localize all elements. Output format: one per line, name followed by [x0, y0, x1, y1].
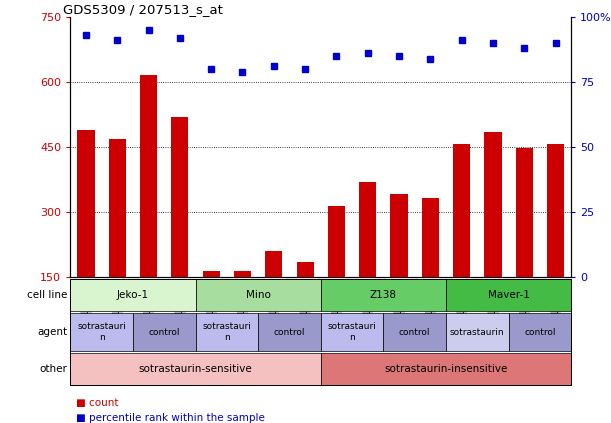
- Text: sotrastaurin-sensitive: sotrastaurin-sensitive: [139, 364, 252, 374]
- Text: sotrastauri
n: sotrastauri n: [327, 322, 376, 342]
- Text: control: control: [524, 327, 556, 337]
- Bar: [140, 75, 157, 277]
- Bar: [547, 144, 564, 277]
- Text: Mino: Mino: [246, 290, 271, 300]
- Text: Jeko-1: Jeko-1: [117, 290, 149, 300]
- Text: other: other: [39, 364, 67, 374]
- Bar: [390, 194, 408, 277]
- Text: Maver-1: Maver-1: [488, 290, 530, 300]
- Text: sotrastaurin: sotrastaurin: [450, 327, 505, 337]
- Text: control: control: [274, 327, 306, 337]
- Text: sotrastauri
n: sotrastauri n: [77, 322, 126, 342]
- Bar: [203, 272, 220, 277]
- Bar: [78, 130, 95, 277]
- Bar: [109, 139, 126, 277]
- Text: ▶: ▶: [73, 365, 80, 374]
- Bar: [516, 148, 533, 277]
- Text: control: control: [148, 327, 180, 337]
- Text: control: control: [399, 327, 431, 337]
- Text: ▶: ▶: [73, 291, 80, 299]
- Bar: [296, 262, 313, 277]
- Bar: [422, 198, 439, 277]
- Text: Z138: Z138: [370, 290, 397, 300]
- Text: agent: agent: [37, 327, 67, 337]
- Text: ■ percentile rank within the sample: ■ percentile rank within the sample: [76, 412, 265, 423]
- Bar: [359, 182, 376, 277]
- Bar: [171, 117, 188, 277]
- Text: cell line: cell line: [27, 290, 67, 300]
- Bar: [485, 132, 502, 277]
- Text: ■ count: ■ count: [76, 398, 119, 408]
- Bar: [265, 251, 282, 277]
- Text: ▶: ▶: [73, 327, 80, 337]
- Text: GDS5309 / 207513_s_at: GDS5309 / 207513_s_at: [64, 3, 223, 16]
- Text: sotrastauri
n: sotrastauri n: [202, 322, 251, 342]
- Text: sotrastaurin-insensitive: sotrastaurin-insensitive: [384, 364, 508, 374]
- Bar: [234, 271, 251, 277]
- Bar: [328, 206, 345, 277]
- Bar: [453, 144, 470, 277]
